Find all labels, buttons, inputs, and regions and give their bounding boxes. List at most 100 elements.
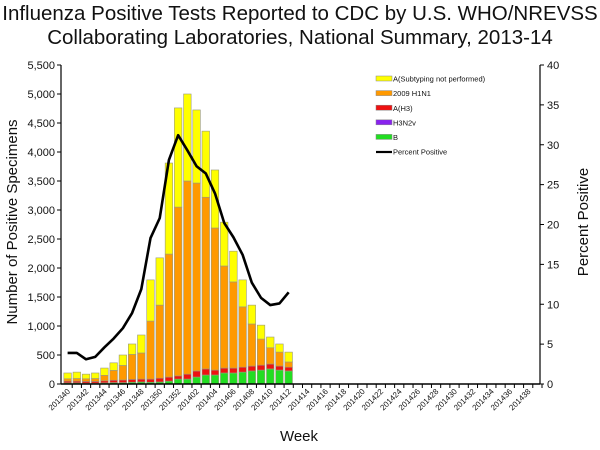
bar-segment-a-subtyping-not-performed--201411: [275, 343, 284, 353]
bar-segment-a-subtyping-not-performed--201347: [128, 343, 137, 355]
bar-segment-2009-h1n1-201411: [275, 351, 284, 367]
bar-segment-a-h3--201352: [174, 375, 183, 380]
percent-positive-line: [67, 133, 290, 361]
bar-segment-a-h3--201412: [284, 366, 293, 372]
chart-title: Influenza Positive Tests Reported to CDC…: [0, 2, 600, 50]
legend-swatch-h3n2v: [375, 119, 393, 126]
bar-segment-2009-h1n1-201344: [100, 374, 109, 382]
legend-swatch-a-subtyping-not-performed-: [375, 75, 393, 82]
bar-segment-b-201407: [238, 371, 247, 385]
y2-tick-label: 30: [547, 140, 559, 152]
bar-segment-2009-h1n1-201406: [229, 281, 238, 369]
bar-segment-b-201402: [192, 376, 201, 385]
bar-segment-b-201405: [220, 372, 229, 385]
bar-segment-a-h3--201348: [137, 378, 146, 383]
bar-segment-a-h3--201346: [118, 379, 127, 383]
bar-segment-a-h3--201411: [275, 365, 284, 371]
y-tick-label: 2,000: [27, 263, 55, 275]
bar-segment-2009-h1n1-201403: [201, 196, 210, 370]
bar-segment-2009-h1n1-201407: [238, 306, 247, 368]
bar-segment-a-h3--201410: [266, 363, 275, 370]
y2-tick-label: 25: [547, 180, 559, 192]
bar-segment-2009-h1n1-201351: [164, 253, 174, 378]
bar-segment-2009-h1n1-201343: [91, 378, 100, 382]
bar-segment-a-h3--201402: [192, 370, 201, 378]
bar-segment-a-h3--201345: [109, 379, 118, 383]
bar-segment-a-subtyping-not-performed--201349: [146, 279, 155, 322]
y-tick-label: 4,000: [27, 147, 55, 159]
bar-segment-2009-h1n1-201350: [155, 304, 164, 379]
bar-segment-a-h3--201404: [210, 369, 220, 376]
bar-segment-b-201408: [247, 370, 256, 385]
bar-segment-2009-h1n1-201346: [118, 365, 127, 381]
bar-segment-a-subtyping-not-performed--201409: [256, 324, 266, 340]
y-tick-label: 4,500: [27, 118, 55, 130]
y-tick-label: 2,500: [27, 234, 55, 246]
bar-segment-a-subtyping-not-performed--201408: [247, 304, 256, 325]
y-tick-label: 500: [37, 350, 55, 362]
bar-segment-b-201404: [210, 374, 220, 385]
line-layer: [67, 133, 290, 361]
bar-segment-a-h3--201403: [201, 368, 210, 376]
bar-segment-a-h3--201401: [183, 373, 192, 380]
bar-segment-a-h3--201409: [256, 364, 266, 371]
bar-segment-2009-h1n1-201408: [247, 323, 256, 367]
bar-segment-a-subtyping-not-performed--201404: [210, 169, 220, 229]
axes-layer: 0 500 1,000 1,500 2,000 2,500 3,000 3,500 4,000 4…: [27, 60, 559, 412]
bar-segment-a-h3--201347: [128, 379, 137, 383]
y-tick-label: 1,000: [27, 321, 55, 333]
bar-segment-a-subtyping-not-performed--201344: [100, 367, 109, 376]
bar-segment-a-subtyping-not-performed--201342: [81, 373, 91, 380]
legend-label-a-subtyping-not-performed-: A(Subtyping not performed): [393, 75, 486, 84]
bar-segment-2009-h1n1-201402: [192, 182, 201, 372]
bar-segment-2009-h1n1-201347: [128, 354, 137, 380]
y-tick-label: 5,500: [27, 60, 55, 72]
bar-segment-a-subtyping-not-performed--201341: [72, 371, 81, 379]
y-tick-label: 3,500: [27, 176, 55, 188]
bar-segment-a-subtyping-not-performed--201350: [155, 257, 164, 306]
bar-segment-b-201410: [266, 368, 275, 385]
y2-tick-label: 20: [547, 220, 559, 232]
bar-segment-a-subtyping-not-performed--201410: [266, 336, 275, 349]
bar-segment-a-subtyping-not-performed--201412: [284, 351, 293, 363]
y-tick-label: 0: [49, 379, 55, 391]
bar-segment-2009-h1n1-201401: [183, 180, 192, 375]
bar-segment-2009-h1n1-201342: [81, 378, 91, 382]
bar-segment-2009-h1n1-201404: [210, 227, 220, 371]
bar-segment-2009-h1n1-201340: [63, 378, 72, 382]
bar-segment-b-201403: [201, 374, 210, 385]
bar-segment-a-subtyping-not-performed--201401: [183, 93, 192, 182]
bar-segment-2009-h1n1-201352: [174, 206, 183, 377]
bar-segment-a-h3--201350: [155, 377, 164, 383]
bar-segment-a-h3--201405: [220, 367, 229, 374]
legend: A(Subtyping not performed) 2009 H1N1 A(H3)…: [375, 75, 486, 157]
y2-tick-label: 15: [547, 259, 559, 271]
bar-segment-a-subtyping-not-performed--201345: [109, 362, 118, 371]
bar-segment-a-subtyping-not-performed--201406: [229, 250, 238, 283]
y-tick-label: 1,500: [27, 292, 55, 304]
legend-swatch-b: [375, 134, 393, 140]
bar-segment-2009-h1n1-201412: [284, 361, 293, 368]
bar-segment-2009-h1n1-201348: [137, 352, 146, 380]
bar-segment-a-subtyping-not-performed--201346: [118, 354, 127, 366]
bar-segment-2009-h1n1-201345: [109, 370, 118, 381]
bar-segment-b-201411: [275, 369, 284, 385]
y2-tick-label: 35: [547, 100, 559, 112]
bar-segment-a-h3--201351: [164, 376, 174, 382]
y-tick-label: 3,000: [27, 205, 55, 217]
bar-segment-a-subtyping-not-performed--201340: [63, 372, 72, 380]
y-axis-title: Number of Positive Specimens: [4, 119, 21, 324]
bars-layer: [63, 93, 293, 385]
bar-segment-2009-h1n1-201410: [266, 347, 275, 365]
legend-label-2009-h1n1: 2009 H1N1: [393, 89, 431, 98]
x-axis-title: Week: [280, 428, 319, 445]
y2-tick-label: 5: [547, 339, 553, 351]
legend-swatch-2009-h1n1: [375, 90, 393, 96]
bar-segment-a-h3--201349: [146, 378, 155, 383]
bar-segment-2009-h1n1-201349: [146, 320, 155, 380]
y2-axis-title: Percent Positive: [575, 168, 592, 276]
bar-segment-b-201406: [229, 372, 238, 385]
bar-segment-a-subtyping-not-performed--201403: [201, 130, 210, 198]
legend-label-a-h3-: A(H3): [393, 104, 413, 113]
